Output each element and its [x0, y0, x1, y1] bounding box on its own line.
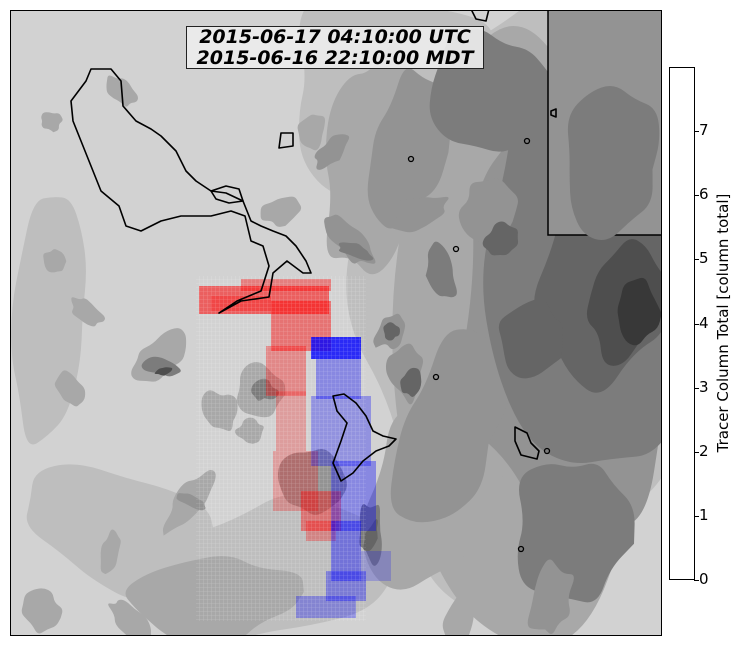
terrain-ridge-29 [391, 196, 449, 233]
terrain-ridge-30 [425, 241, 457, 298]
terrain-ridge-28 [482, 221, 519, 256]
colorbar-tick-mark [694, 195, 699, 197]
timestamp-box: 2015-06-17 04:10:00 UTC 2015-06-16 22:10… [186, 26, 484, 69]
terrain-contour-16 [498, 298, 564, 379]
colorbar-tick-label: 7 [699, 121, 709, 140]
terrain-contour-11 [390, 329, 513, 523]
boundary-outline-4 [514, 426, 540, 460]
colorbar-tick-label: 3 [699, 377, 709, 396]
terrain-ridge-14 [400, 367, 422, 397]
terrain-ridge-26 [108, 599, 152, 635]
terrain-ridge-12 [338, 242, 374, 261]
colorbar-tick-label: 1 [699, 505, 709, 524]
boundary-outline-6 [550, 108, 557, 118]
timestamp-utc: 2015-06-17 04:10:00 UTC [199, 26, 471, 48]
boundary-dot-5 [543, 447, 551, 455]
colorbar-tick-label: 5 [699, 249, 709, 268]
boundary-outline-5 [471, 11, 490, 22]
terrain-ridge-7 [54, 370, 86, 407]
terrain-ridge-1 [141, 356, 181, 377]
colorbar-swatches [670, 68, 694, 579]
colorbar-tick-mark [694, 131, 699, 133]
colorbar-tick-label: 0 [699, 570, 709, 588]
tracer-grid-overlay [196, 276, 366, 621]
terrain-ridge-10 [260, 196, 302, 227]
colorbar-tick-label: 4 [699, 313, 709, 332]
boundary-dot-0 [407, 155, 415, 163]
colorbar [669, 67, 695, 580]
terrain-ridge-23 [442, 590, 475, 635]
terrain-ridge-6 [43, 249, 67, 273]
boundary-outline-2 [278, 132, 294, 149]
terrain-ridge-24 [527, 559, 574, 635]
boundary-dot-1 [523, 137, 531, 145]
terrain-contour-18 [617, 277, 661, 346]
terrain-ridge-25 [21, 588, 63, 634]
terrain-ridge-2 [154, 367, 173, 376]
boundary-dot-2 [452, 245, 460, 253]
terrain-ridge-5 [71, 297, 105, 327]
colorbar-tick-label: 6 [699, 185, 709, 204]
colorbar-label: Tracer Column Total [column total] [714, 193, 732, 453]
terrain-ridge-22 [362, 519, 378, 552]
colorbar-tick-mark [694, 451, 699, 453]
boundary-outline-3 [332, 393, 397, 482]
colorbar-tick-label: 2 [699, 441, 709, 460]
terrain-ridge-19 [100, 529, 121, 575]
terrain-ridge-16 [383, 322, 400, 341]
boundary-dot-3 [432, 373, 440, 381]
colorbar-tick-mark [694, 515, 699, 517]
boundary-dot-4 [517, 545, 525, 553]
boundary-outline-0 [70, 68, 312, 314]
timestamp-local: 2015-06-16 22:10:00 MDT [196, 47, 474, 69]
terrain-ridge-9 [41, 112, 63, 133]
colorbar-tick-mark [694, 580, 699, 581]
terrain-ridge-31 [297, 114, 326, 151]
map-plot-area [10, 10, 662, 636]
terrain-ridge-32 [314, 134, 350, 170]
colorbar-tick-mark [694, 387, 699, 389]
terrain-map [11, 11, 661, 635]
colorbar-tick-mark [694, 259, 699, 261]
colorbar-tick-mark [694, 323, 699, 325]
inset-terrain [567, 85, 660, 240]
boundary-outline-1 [210, 185, 244, 204]
